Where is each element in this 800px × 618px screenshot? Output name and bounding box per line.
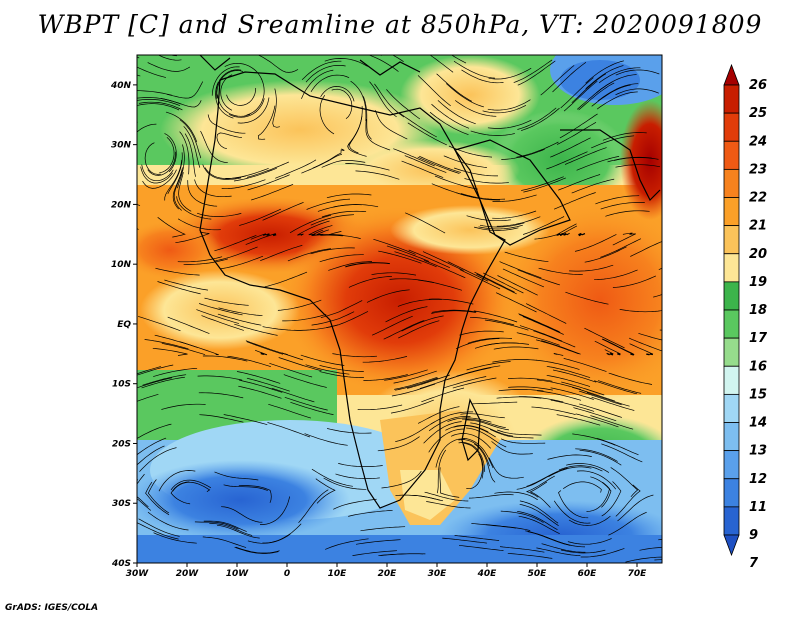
colorbar-swatch bbox=[723, 197, 740, 227]
y-tick-label: 20N bbox=[111, 200, 132, 210]
colorbar-label: 21 bbox=[749, 219, 767, 234]
colorbar: 26 25 24 23 22 21 20 19 18 17 16 15 14 13 12 11 9 7 bbox=[723, 63, 768, 571]
grads-credit: GrADS: IGES/COLA bbox=[5, 603, 99, 613]
y-tick-label: 30N bbox=[111, 141, 132, 151]
x-tick-label: 20E bbox=[378, 569, 398, 579]
colorbar-swatch bbox=[723, 225, 740, 255]
colorbar-label: 25 bbox=[749, 106, 767, 121]
y-tick-label: 40S bbox=[111, 559, 131, 569]
colorbar-label: 11 bbox=[749, 500, 767, 515]
y-tick-label: 20S bbox=[112, 439, 131, 449]
colorbar-label: 26 bbox=[749, 78, 767, 93]
y-tick-label: 10N bbox=[111, 260, 132, 270]
colorbar-label: 23 bbox=[749, 162, 767, 177]
colorbar-label: 12 bbox=[749, 472, 767, 487]
colorbar-swatch bbox=[723, 168, 740, 198]
plot-frame bbox=[136, 54, 663, 564]
x-tick-label: 50E bbox=[528, 569, 548, 579]
x-tick-label: 70E bbox=[628, 569, 648, 579]
y-tick-label: 30S bbox=[112, 499, 131, 509]
colorbar-swatch bbox=[723, 506, 740, 536]
colorbar-label: 7 bbox=[749, 556, 759, 571]
colorbar-bottom-arrow bbox=[723, 534, 740, 557]
x-tick-label: 60E bbox=[578, 569, 598, 579]
colorbar-top-arrow bbox=[723, 63, 740, 86]
colorbar-label: 13 bbox=[749, 444, 767, 459]
colorbar-swatch bbox=[723, 253, 740, 283]
wbpt-shading bbox=[137, 55, 662, 563]
colorbar-swatch bbox=[723, 450, 740, 480]
colorbar-swatch bbox=[723, 337, 740, 367]
colorbar-swatch bbox=[723, 112, 740, 142]
y-axis: 40N 30N 20N 10N EQ 10S 20S 30S 40S bbox=[110, 81, 137, 569]
colorbar-swatch bbox=[723, 281, 740, 311]
chart-title: WBPT [C] and Sreamline at 850hPa, VT: 20… bbox=[37, 10, 763, 39]
x-tick-label: 30E bbox=[428, 569, 448, 579]
x-tick-label: 0 bbox=[284, 569, 290, 579]
colorbar-label: 16 bbox=[749, 359, 767, 374]
colorbar-swatch bbox=[723, 478, 740, 508]
x-axis: 30W 20W 10W 0 10E 20E 30E 40E 50E 60E 70E bbox=[126, 563, 647, 579]
x-tick-label: 10W bbox=[226, 569, 250, 579]
colorbar-label: 14 bbox=[749, 416, 767, 431]
colorbar-label: 17 bbox=[749, 331, 768, 346]
colorbar-label: 19 bbox=[749, 275, 767, 290]
colorbar-swatch bbox=[723, 309, 740, 339]
colorbar-swatch bbox=[723, 422, 740, 452]
y-tick-label: EQ bbox=[117, 320, 131, 330]
colorbar-label: 18 bbox=[749, 303, 767, 318]
colorbar-label: 24 bbox=[749, 134, 767, 149]
colorbar-swatch bbox=[723, 84, 740, 114]
x-tick-label: 30W bbox=[126, 569, 150, 579]
coastlines bbox=[199, 55, 661, 509]
streamlines bbox=[137, 55, 662, 563]
colorbar-swatch bbox=[723, 365, 740, 395]
x-tick-label: 40E bbox=[477, 569, 498, 579]
y-tick-label: 40N bbox=[110, 81, 132, 91]
colorbar-label: 20 bbox=[749, 247, 767, 262]
x-tick-label: 20W bbox=[176, 569, 200, 579]
x-tick-label: 10E bbox=[328, 569, 348, 579]
y-tick-label: 10S bbox=[112, 380, 131, 390]
colorbar-swatch bbox=[723, 393, 740, 423]
colorbar-label: 22 bbox=[749, 191, 767, 206]
colorbar-label: 9 bbox=[749, 528, 758, 543]
colorbar-swatch bbox=[723, 140, 740, 170]
colorbar-label: 15 bbox=[749, 387, 767, 402]
